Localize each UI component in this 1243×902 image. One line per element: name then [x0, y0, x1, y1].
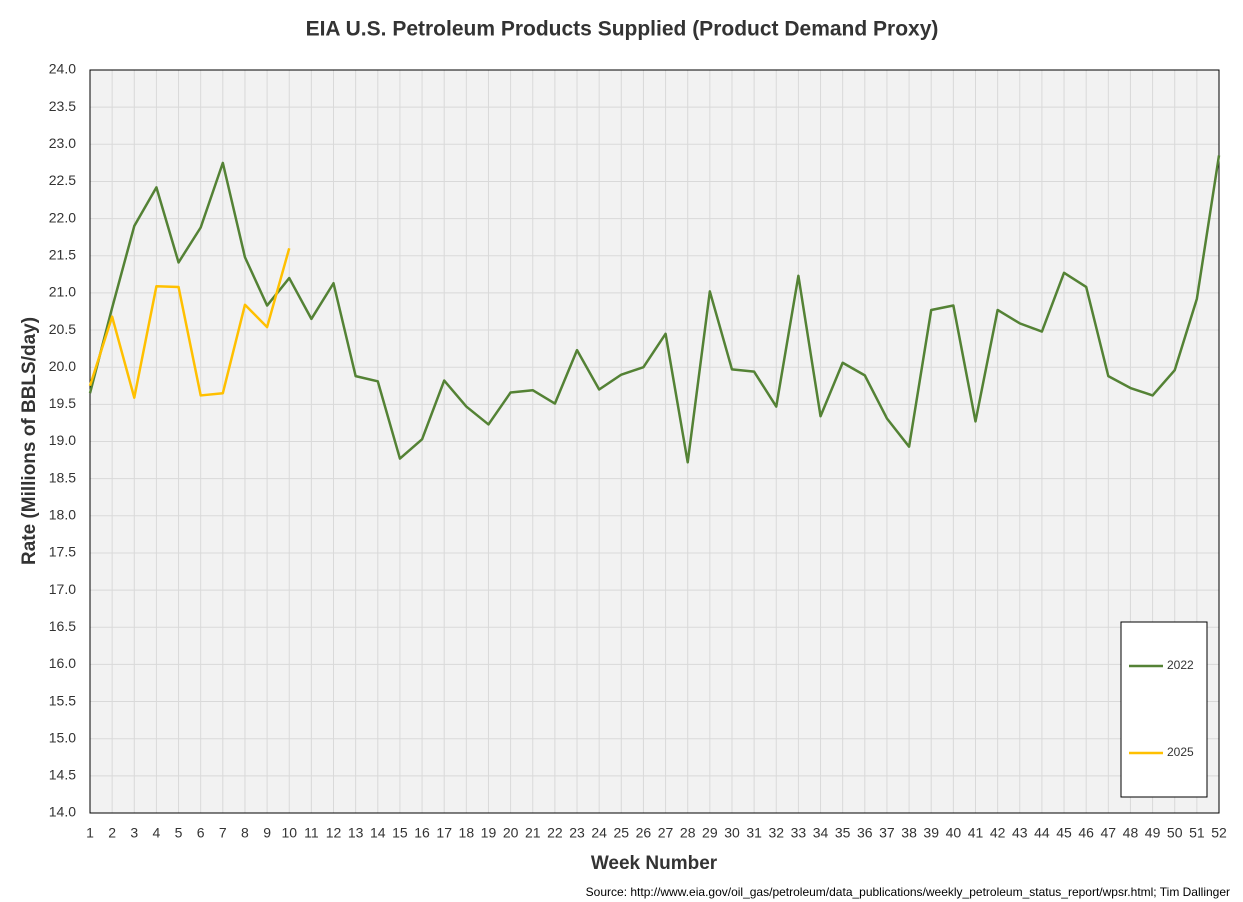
- y-tick-label: 20.0: [49, 358, 76, 374]
- x-tick-label: 35: [835, 825, 851, 841]
- x-tick-label: 19: [481, 825, 497, 841]
- x-tick-label: 13: [348, 825, 364, 841]
- x-tick-label: 43: [1012, 825, 1028, 841]
- x-tick-label: 14: [370, 825, 386, 841]
- x-tick-label: 7: [219, 825, 227, 841]
- x-tick-label: 50: [1167, 825, 1183, 841]
- x-tick-label: 52: [1211, 825, 1227, 841]
- x-tick-label: 36: [857, 825, 873, 841]
- x-tick-label: 32: [768, 825, 784, 841]
- x-tick-label: 11: [304, 825, 319, 841]
- x-tick-label: 45: [1056, 825, 1072, 841]
- x-tick-label: 47: [1101, 825, 1117, 841]
- y-tick-label: 15.5: [49, 692, 76, 708]
- x-tick-label: 20: [503, 825, 519, 841]
- chart-title: EIA U.S. Petroleum Products Supplied (Pr…: [306, 18, 939, 41]
- x-tick-label: 48: [1123, 825, 1139, 841]
- x-tick-label: 23: [569, 825, 585, 841]
- x-tick-label: 29: [702, 825, 718, 841]
- y-tick-label: 18.5: [49, 469, 76, 485]
- x-tick-label: 18: [459, 825, 475, 841]
- x-tick-label: 10: [281, 825, 297, 841]
- x-tick-label: 33: [791, 825, 807, 841]
- y-tick-label: 19.0: [49, 432, 76, 448]
- legend-label: 2025: [1167, 745, 1194, 759]
- y-tick-label: 21.5: [49, 246, 76, 262]
- x-tick-label: 44: [1034, 825, 1050, 841]
- source-note: Source: http://www.eia.gov/oil_gas/petro…: [586, 885, 1230, 899]
- y-tick-label: 14.5: [49, 767, 76, 783]
- x-tick-label: 5: [175, 825, 183, 841]
- x-tick-label: 27: [658, 825, 674, 841]
- x-tick-label: 40: [946, 825, 962, 841]
- x-tick-label: 22: [547, 825, 563, 841]
- x-tick-label: 1: [86, 825, 94, 841]
- y-tick-label: 22.5: [49, 172, 76, 188]
- x-tick-label: 34: [813, 825, 829, 841]
- x-tick-label: 24: [591, 825, 607, 841]
- legend-label: 2022: [1167, 658, 1194, 672]
- x-tick-label: 17: [436, 825, 452, 841]
- y-axis-label: Rate (Millions of BBLS/day): [19, 317, 40, 565]
- x-tick-label: 28: [680, 825, 696, 841]
- x-tick-label: 6: [197, 825, 205, 841]
- y-tick-label: 23.5: [49, 98, 76, 114]
- x-tick-label: 15: [392, 825, 408, 841]
- x-tick-label: 37: [879, 825, 895, 841]
- x-tick-label: 4: [153, 825, 161, 841]
- x-tick-label: 3: [130, 825, 138, 841]
- x-tick-label: 30: [724, 825, 740, 841]
- y-tick-label: 16.5: [49, 618, 76, 634]
- y-tick-label: 15.0: [49, 729, 76, 745]
- y-tick-label: 22.0: [49, 209, 76, 225]
- x-tick-label: 21: [525, 825, 541, 841]
- x-tick-label: 12: [326, 825, 342, 841]
- x-tick-label: 46: [1078, 825, 1094, 841]
- x-tick-label: 39: [923, 825, 939, 841]
- x-tick-label: 41: [968, 825, 984, 841]
- x-tick-label: 9: [263, 825, 271, 841]
- x-tick-label: 42: [990, 825, 1006, 841]
- y-tick-label: 21.0: [49, 284, 76, 300]
- y-tick-label: 16.0: [49, 655, 76, 671]
- legend-box: [1120, 621, 1208, 798]
- x-tick-label: 51: [1189, 825, 1205, 841]
- x-tick-label: 31: [746, 825, 762, 841]
- x-tick-label: 26: [636, 825, 652, 841]
- x-tick-label: 16: [414, 825, 430, 841]
- y-tick-label: 23.0: [49, 135, 76, 151]
- y-tick-label: 14.0: [49, 804, 76, 820]
- y-tick-label: 18.0: [49, 507, 76, 523]
- x-tick-label: 38: [901, 825, 917, 841]
- y-tick-label: 17.0: [49, 581, 76, 597]
- y-tick-label: 24.0: [49, 61, 76, 77]
- x-tick-label: 49: [1145, 825, 1161, 841]
- x-axis-label: Week Number: [591, 853, 718, 874]
- y-tick-label: 19.5: [49, 395, 76, 411]
- y-tick-label: 20.5: [49, 321, 76, 337]
- x-tick-label: 8: [241, 825, 249, 841]
- plot-border: [89, 69, 1220, 814]
- y-tick-label: 17.5: [49, 544, 76, 560]
- series-line: [88, 247, 291, 399]
- x-tick-label: 25: [614, 825, 630, 841]
- x-tick-label: 2: [108, 825, 116, 841]
